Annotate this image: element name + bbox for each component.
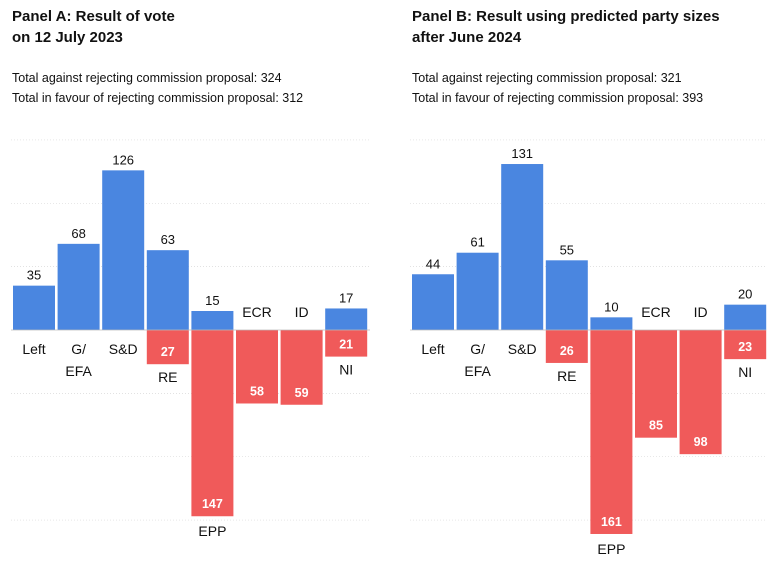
panel-b-bar-against-7 <box>724 304 767 330</box>
panel-a-category-label-6: ID <box>295 304 309 320</box>
panel-a-category-label-1: G/EFA <box>65 341 92 379</box>
panel-a-label-against-1: 68 <box>71 226 85 241</box>
panel-a-label-against-3: 63 <box>161 232 175 247</box>
panel-b-label-against-2: 131 <box>511 146 533 161</box>
panel-b-bar-favour-3 <box>545 330 588 363</box>
panel-a-total-against: Total against rejecting commission propo… <box>12 71 282 85</box>
panel-a-label-against-7: 17 <box>339 290 353 305</box>
panel-b-label-favour-6: 98 <box>694 435 708 449</box>
panel-a-bar-favour-3 <box>146 330 189 365</box>
panel-a-label-against-2: 126 <box>112 152 134 167</box>
panel-a-label-favour-7: 21 <box>339 338 353 352</box>
panel-b-label-favour-3: 26 <box>560 344 574 358</box>
panel-a-label-favour-4: 147 <box>202 497 223 511</box>
panel-b-total-against: Total against rejecting commission propo… <box>412 71 682 85</box>
panel-b-category-label-4: EPP <box>597 541 625 557</box>
panel-b-label-against-3: 55 <box>560 242 574 257</box>
panel-a-bar-against-1 <box>57 243 100 330</box>
panel-b-bar-favour-6 <box>679 330 722 455</box>
panel-b-label-against-7: 20 <box>738 287 752 302</box>
panel-b-category-label-7: NI <box>738 364 752 380</box>
panel-a-category-label-7: NI <box>339 362 353 378</box>
panel-a-label-favour-6: 59 <box>295 386 309 400</box>
panel-a-bar-against-3 <box>146 250 189 330</box>
panel-a-label-against-4: 15 <box>205 293 219 308</box>
panel-b-category-label-0: Left <box>421 341 444 357</box>
panel-b-label-favour-4: 161 <box>601 515 622 529</box>
panel-a-bar-against-2 <box>102 170 145 330</box>
panel-b-bar-favour-7 <box>724 330 767 360</box>
panel-b-category-label-3: RE <box>557 368 576 384</box>
panel-a-category-label-3: RE <box>158 369 177 385</box>
panel-b-bar-against-0 <box>412 274 454 330</box>
panel-a-bar-favour-5 <box>236 330 278 404</box>
panel-a-totals: Total against rejecting commission propo… <box>12 68 303 108</box>
panel-b-label-favour-7: 23 <box>738 340 752 354</box>
panel-a-bar-favour-6 <box>280 330 323 405</box>
panel-b-category-label-6: ID <box>694 304 708 320</box>
panel-b-bar-favour-5 <box>635 330 677 438</box>
panel-b-bar-against-1 <box>456 252 499 330</box>
panel-a-bar-favour-7 <box>325 330 368 357</box>
panel-b-label-against-4: 10 <box>604 299 618 314</box>
panel-b-bar-against-4 <box>590 317 633 330</box>
panel-a-label-against-0: 35 <box>27 268 41 283</box>
panel-a-label-favour-3: 27 <box>161 345 175 359</box>
panel-b-chart: 44 Left 61 G/EFA 131 S&D 55 26 RE 10 161 EPP 85 ECR 98… <box>410 139 767 557</box>
panel-b-category-label-5: ECR <box>641 304 671 320</box>
panel-b-label-against-0: 44 <box>426 256 440 271</box>
panel-b-bar-favour-4 <box>590 330 633 534</box>
panel-a-chart: 35 Left 68 G/EFA 126 S&D 63 27 RE 15 147 EPP 58 ECR 59… <box>11 139 370 539</box>
panel-b-label-against-1: 61 <box>470 235 484 250</box>
panel-a-category-label-4: EPP <box>198 523 226 539</box>
panel-a-bar-against-7 <box>325 308 368 330</box>
panel-a-bar-against-0 <box>13 285 55 330</box>
panel-a-title: Panel A: Result of vote on 12 July 2023 <box>12 8 175 46</box>
panel-b-total-favour: Total in favour of rejecting commission … <box>412 91 704 105</box>
panel-b-totals: Total against rejecting commission propo… <box>412 68 703 108</box>
panel-a-label-favour-5: 58 <box>250 384 264 398</box>
panel-b-label-favour-5: 85 <box>649 419 663 433</box>
panel-b-bar-against-2 <box>501 164 544 330</box>
panel-a-category-label-5: ECR <box>242 304 272 320</box>
panel-b-category-label-1: G/EFA <box>464 341 491 379</box>
panel-a-total-favour: Total in favour of rejecting commission … <box>12 91 304 105</box>
panel-a-bar-favour-4 <box>191 330 234 517</box>
panel-b-title: Panel B: Result using predicted party si… <box>412 8 720 46</box>
panel-a-category-label-2: S&D <box>109 341 138 357</box>
panel-b-bar-against-3 <box>545 260 588 330</box>
panel-a-category-label-0: Left <box>22 341 45 357</box>
panel-b-category-label-2: S&D <box>508 341 537 357</box>
panel-a-bar-against-4 <box>191 310 234 330</box>
